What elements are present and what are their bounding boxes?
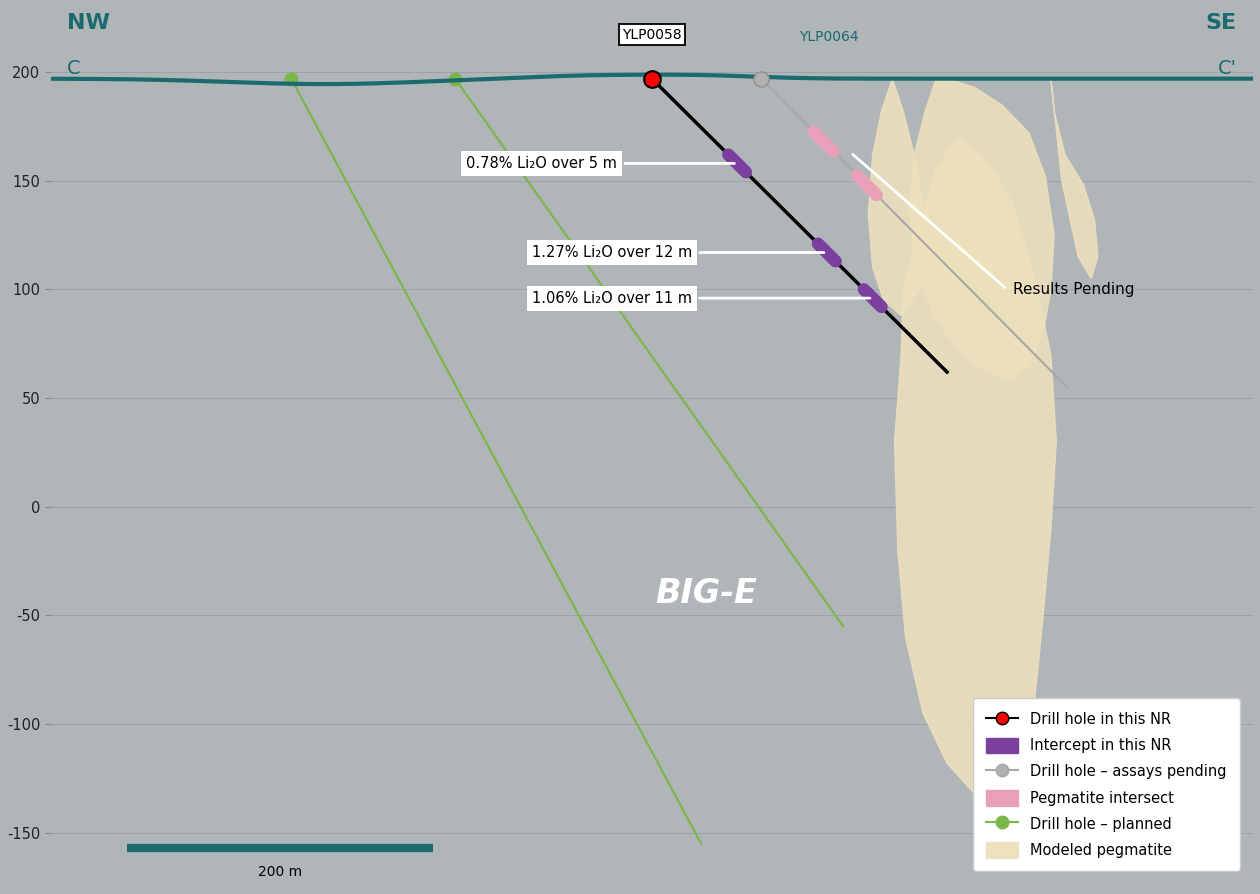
Text: YLP0064: YLP0064 [799, 30, 859, 44]
Text: 1.06% Li₂O over 11 m: 1.06% Li₂O over 11 m [532, 291, 869, 306]
Text: SE: SE [1206, 13, 1236, 33]
Legend: Drill hole in this NR, Intercept in this NR, Drill hole – assays pending, Pegmat: Drill hole in this NR, Intercept in this… [973, 698, 1240, 871]
Text: Results Pending: Results Pending [1013, 282, 1134, 297]
Text: BIG-E: BIG-E [655, 578, 757, 611]
Text: 1.27% Li₂O over 12 m: 1.27% Li₂O over 12 m [532, 245, 824, 260]
Text: 0.78% Li₂O over 5 m: 0.78% Li₂O over 5 m [466, 156, 735, 171]
Polygon shape [868, 79, 925, 316]
Polygon shape [895, 138, 1056, 806]
Text: C': C' [1217, 59, 1236, 78]
Text: C: C [67, 59, 81, 78]
Text: 200 m: 200 m [258, 865, 302, 880]
Polygon shape [1051, 79, 1097, 279]
Polygon shape [908, 79, 1055, 381]
Text: NW: NW [67, 13, 110, 33]
Text: YLP0058: YLP0058 [622, 28, 682, 42]
